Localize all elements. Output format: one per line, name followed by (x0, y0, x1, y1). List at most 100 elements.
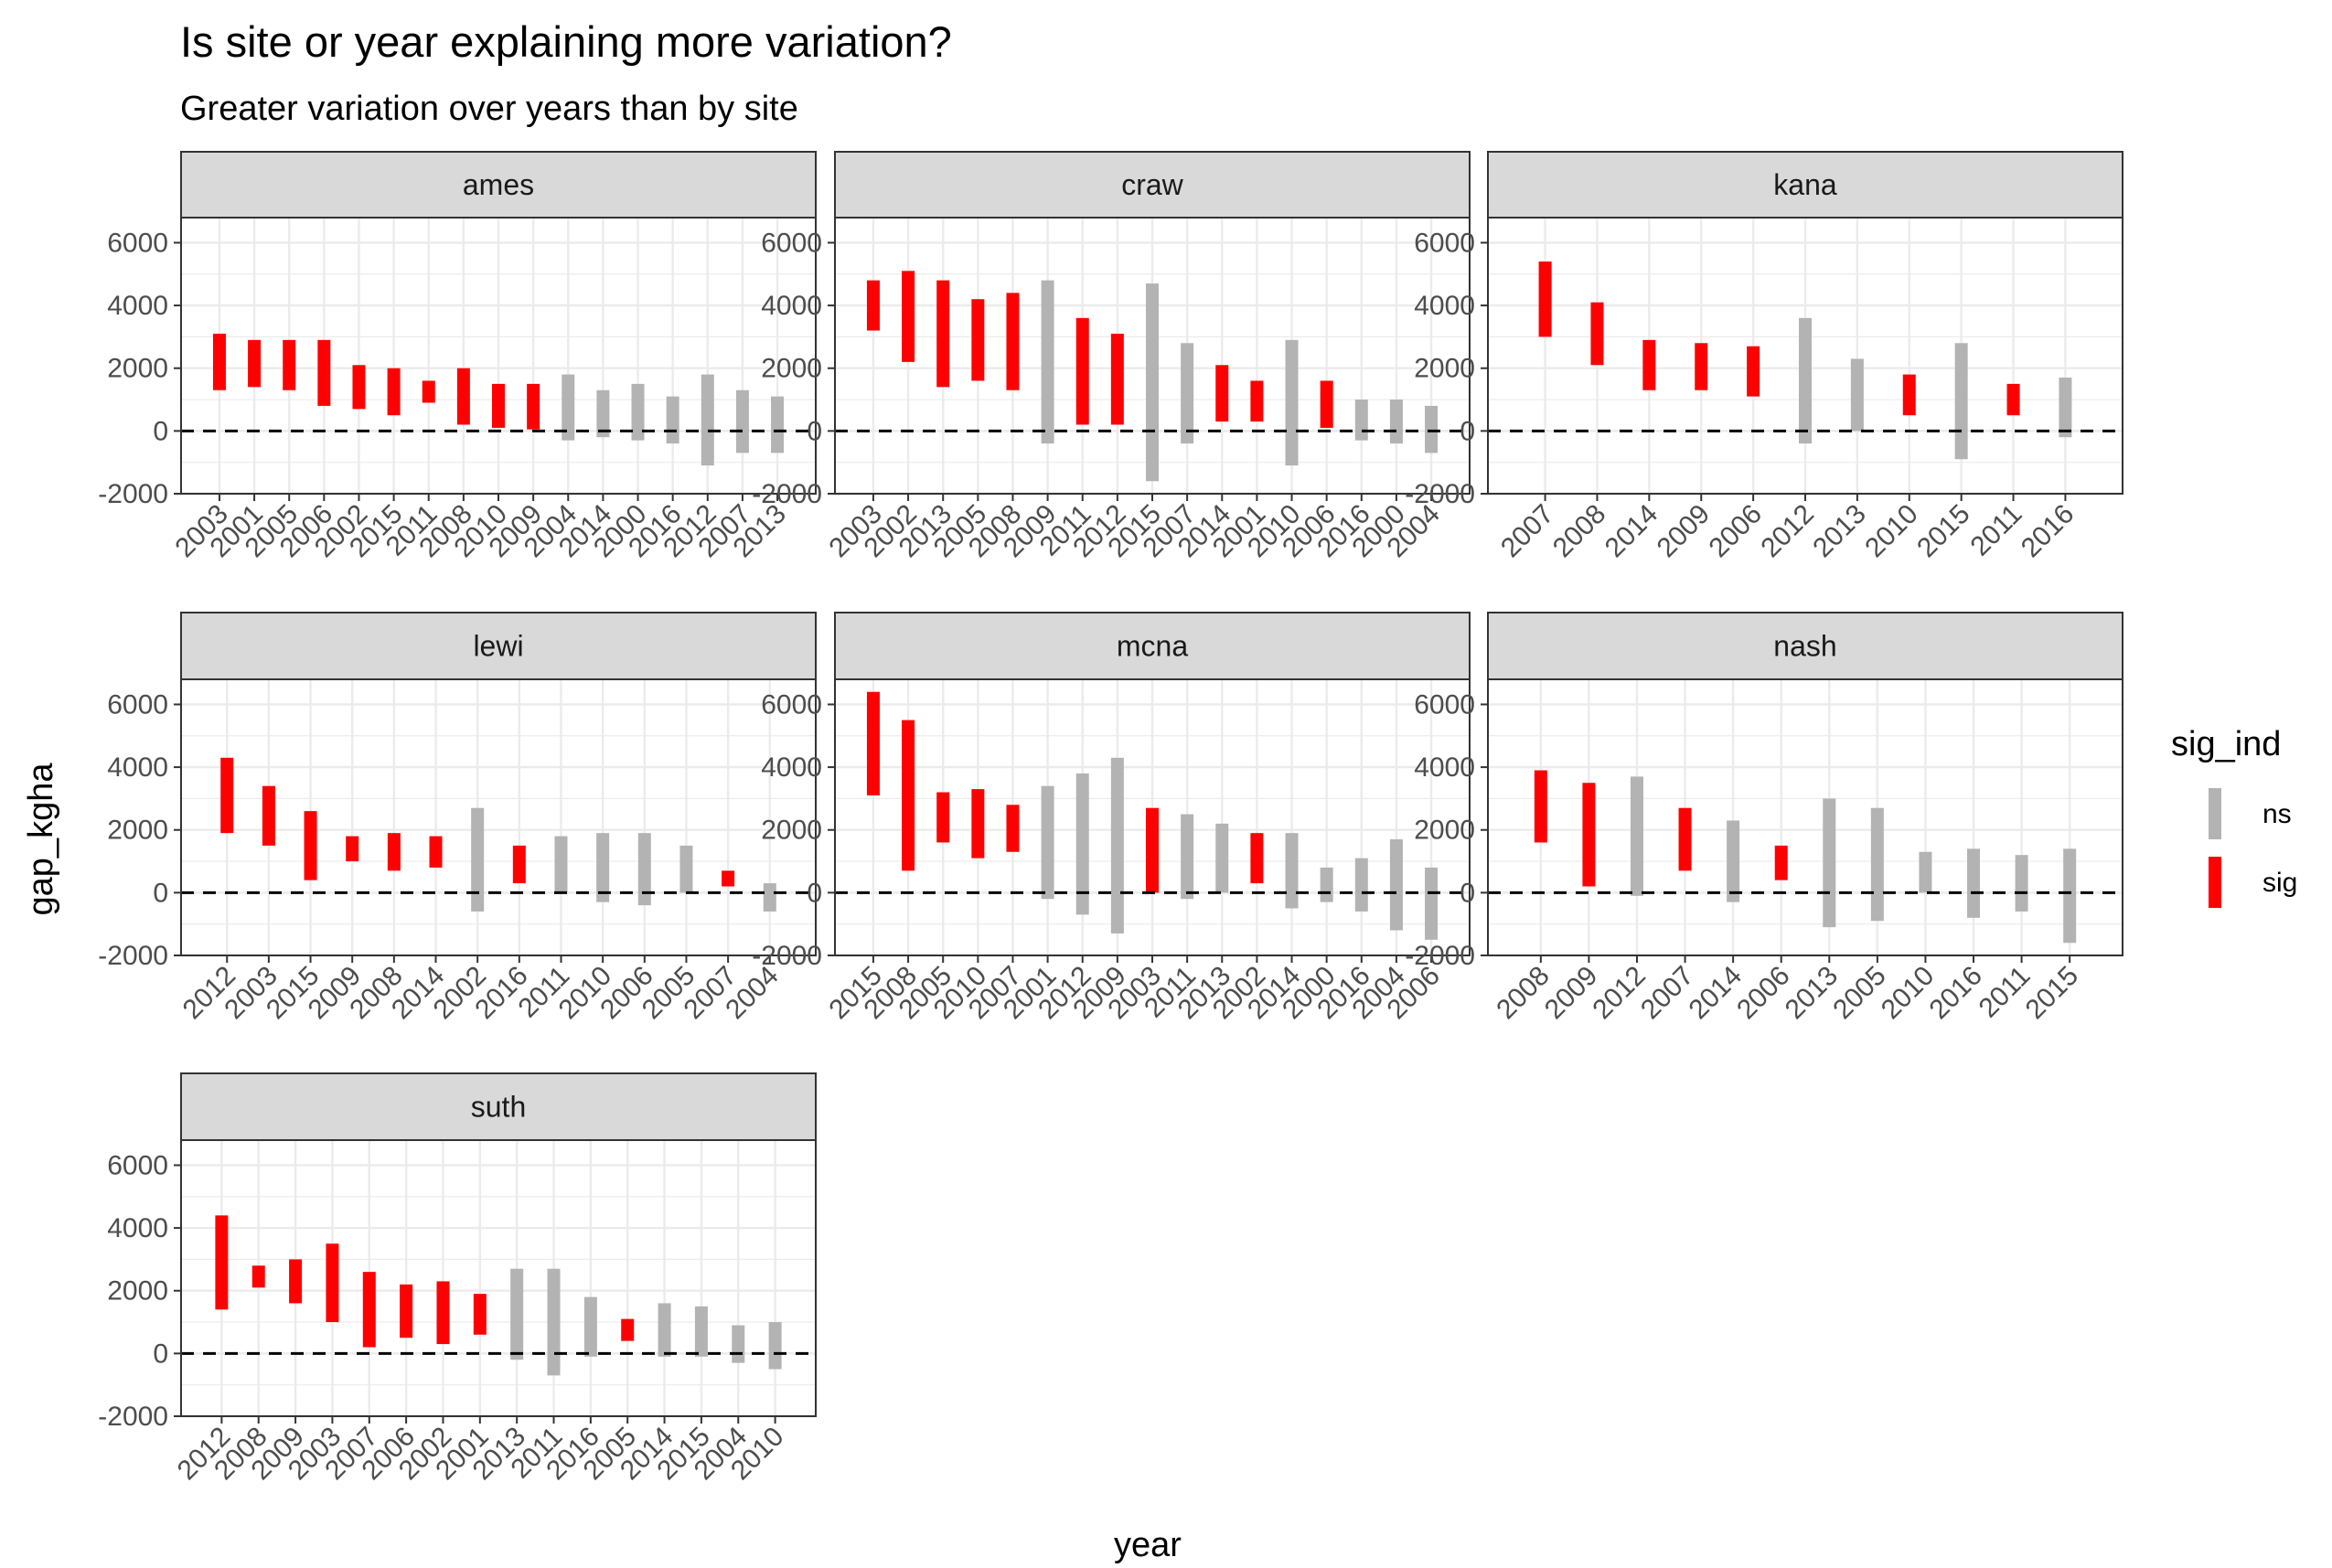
y-tick-label: 4000 (761, 291, 822, 321)
range-bar-mcna-2013 (1215, 823, 1229, 893)
range-bar-nash-2010 (1919, 851, 1932, 893)
facet-strip-label: ames (463, 168, 534, 201)
facet-strip (1487, 612, 2123, 680)
panel-border (180, 678, 817, 956)
range-bar-craw-2012 (1110, 333, 1124, 425)
range-bar-ames-2005 (283, 339, 296, 390)
range-bar-kana-2015 (1954, 343, 1968, 460)
panel-border (834, 217, 1471, 495)
range-bar-lewi-2002 (471, 807, 485, 912)
panel-background (181, 679, 816, 955)
y-tick-label: 2000 (1414, 816, 1475, 846)
range-bar-nash-2008 (1534, 770, 1547, 843)
range-bar-ames-2010 (492, 383, 505, 428)
range-bar-lewi-2016 (512, 845, 526, 884)
range-bar-suth-2009 (289, 1259, 303, 1304)
y-tick-label: 0 (153, 416, 168, 446)
range-bar-craw-2004 (1425, 405, 1439, 453)
y-tick-label: 0 (153, 878, 168, 908)
range-bar-craw-2013 (936, 280, 950, 388)
range-bar-suth-2006 (400, 1284, 413, 1339)
range-bar-nash-2005 (1870, 807, 1884, 922)
range-bar-lewi-2015 (304, 811, 317, 880)
y-tick-label: 2000 (107, 1276, 168, 1307)
range-bar-kana-2011 (2006, 383, 2020, 416)
range-bar-kana-2006 (1747, 346, 1760, 397)
range-bar-suth-2001 (473, 1294, 487, 1335)
range-bar-mcna-2004 (1389, 839, 1403, 931)
legend: sig_ind ns sig (2171, 725, 2297, 908)
y-axis-title: gap_kgha (22, 763, 60, 916)
range-bar-ames-2006 (317, 339, 331, 406)
range-bar-suth-2004 (732, 1325, 745, 1363)
range-bar-craw-2005 (971, 299, 985, 381)
range-bar-lewi-2014 (429, 836, 443, 868)
range-bar-suth-2005 (621, 1318, 635, 1341)
range-bar-ames-2002 (352, 365, 366, 410)
range-bar-lewi-2009 (346, 836, 359, 862)
range-bar-mcna-2003 (1146, 807, 1159, 893)
y-tick-label: 4000 (107, 752, 168, 783)
range-bar-kana-2010 (1902, 374, 1916, 416)
range-bar-suth-2016 (583, 1296, 597, 1357)
legend-items: ns sig (2209, 788, 2297, 908)
range-bar-nash-2009 (1582, 783, 1596, 887)
range-bar-suth-2010 (768, 1322, 782, 1370)
y-tick-label: 4000 (1414, 752, 1475, 783)
facet-strip (834, 151, 1471, 219)
y-tick-label: -2000 (752, 479, 822, 509)
range-bar-mcna-2008 (902, 720, 915, 871)
range-bar-lewi-2005 (679, 845, 693, 893)
range-bar-ames-2003 (212, 333, 226, 390)
range-bar-mcna-2010 (971, 789, 985, 859)
legend-label-sig: sig (2262, 868, 2297, 898)
range-bar-craw-2006 (1320, 380, 1333, 428)
range-bar-mcna-2016 (1354, 858, 1368, 912)
range-bar-nash-2007 (1678, 807, 1692, 871)
y-tick-label: 6000 (107, 689, 168, 720)
chart-title: Is site or year explaining more variatio… (180, 17, 952, 66)
range-bar-suth-2011 (547, 1268, 561, 1376)
y-tick-label: 2000 (761, 354, 822, 384)
range-bar-craw-2007 (1181, 343, 1194, 444)
range-bar-suth-2014 (658, 1303, 671, 1357)
y-tick-label: -2000 (1405, 941, 1475, 971)
range-bar-craw-2001 (1250, 380, 1264, 422)
range-bar-ames-2004 (562, 374, 575, 441)
range-bar-lewi-2008 (387, 833, 401, 871)
y-tick-label: 6000 (107, 1150, 168, 1180)
range-bar-ames-2012 (701, 374, 714, 466)
facet-strip-label: lewi (473, 630, 523, 663)
facet-strip (834, 612, 1471, 680)
facet-craw: craw-20000200040006000200320022013200520… (752, 151, 1471, 563)
range-bar-ames-2001 (248, 339, 262, 388)
range-bar-lewi-2004 (763, 883, 776, 912)
range-bar-ames-2009 (527, 383, 540, 430)
y-tick-label: 0 (807, 878, 822, 908)
legend-label-ns: ns (2262, 799, 2292, 829)
y-tick-label: 2000 (761, 816, 822, 846)
range-bar-nash-2013 (1823, 798, 1836, 928)
range-bar-craw-2015 (1146, 283, 1159, 482)
range-bar-mcna-2001 (1041, 785, 1054, 900)
facet-strip-label: suth (471, 1091, 526, 1124)
y-tick-label: 6000 (761, 689, 822, 720)
y-tick-label: 2000 (1414, 354, 1475, 384)
range-bar-kana-2014 (1642, 339, 1656, 390)
range-bar-lewi-2012 (220, 757, 234, 834)
range-bar-lewi-2003 (262, 785, 275, 846)
range-bar-mcna-2007 (1006, 805, 1020, 852)
range-bar-suth-2015 (694, 1306, 708, 1357)
facet-lewi: lewi-20000200040006000201220032015200920… (98, 612, 817, 1025)
y-tick-label: -2000 (1405, 479, 1475, 509)
range-bar-ames-2011 (422, 380, 435, 403)
range-bar-nash-2016 (1967, 848, 1981, 918)
facet-strip-label: nash (1773, 630, 1836, 663)
range-bar-ames-2013 (771, 396, 785, 453)
range-bar-ames-2016 (666, 396, 679, 444)
facet-strip (180, 151, 817, 219)
range-bar-mcna-2002 (1250, 833, 1264, 884)
panel-background (181, 1140, 816, 1416)
x-axis-title: year (1114, 1526, 1182, 1564)
range-bar-ames-2014 (596, 389, 610, 438)
